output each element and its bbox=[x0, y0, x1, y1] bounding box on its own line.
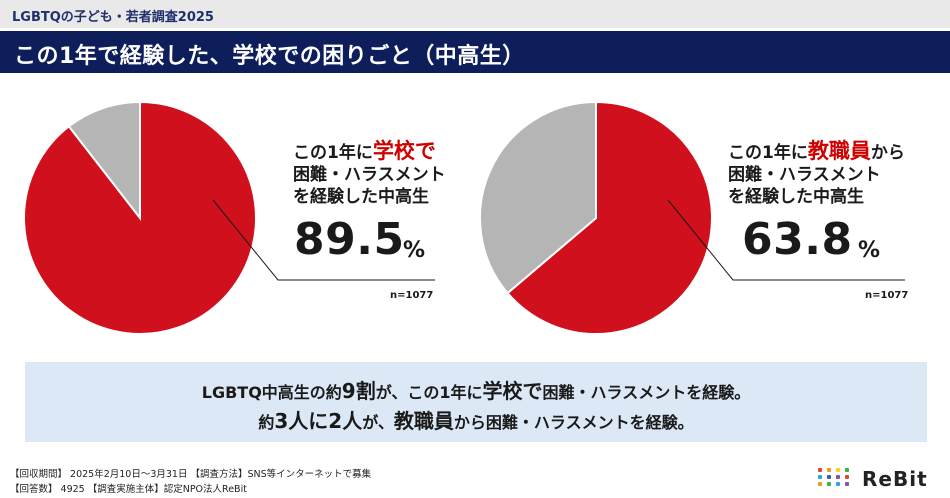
logo-dot bbox=[836, 468, 840, 472]
title-bar: この1年で経験した、学校での困りごと（中高生） bbox=[0, 31, 950, 73]
logo-dot bbox=[827, 475, 831, 479]
pie-1-slice-2 bbox=[67, 100, 141, 221]
callout-school-highlight: 学校で bbox=[372, 139, 436, 163]
callout-school-line1: この1年に学校で bbox=[293, 139, 436, 163]
value-school: 89.5 bbox=[294, 214, 405, 265]
pie-chart-school bbox=[23, 100, 257, 335]
logo-dot bbox=[836, 475, 840, 479]
logo-dot bbox=[845, 468, 849, 472]
summary-line-1: LGBTQ中高生の約9割が、この1年に学校で困難・ハラスメントを経験。 bbox=[201, 379, 751, 403]
rebit-logo: ReBit bbox=[818, 466, 942, 492]
leader-line-staff bbox=[667, 199, 905, 281]
callout-school-line3: を経験した中高生 bbox=[293, 187, 429, 207]
unit-staff: % bbox=[858, 238, 881, 263]
callout-staff-line3: を経験した中高生 bbox=[728, 187, 864, 207]
value-staff: 63.8 bbox=[742, 214, 853, 265]
logo-dots-icon bbox=[818, 468, 858, 488]
callout-staff-highlight: 教職員 bbox=[807, 139, 871, 163]
logo-dot bbox=[845, 482, 849, 486]
footer-line-2: 【回答数】 4925 【調査実施主体】認定NPO法人ReBit bbox=[10, 484, 247, 495]
survey-name: LGBTQの子ども・若者調査2025 bbox=[12, 10, 214, 25]
callout-staff-line1: この1年に教職員から bbox=[728, 139, 905, 163]
callout-staff-line2: 困難・ハラスメント bbox=[728, 165, 881, 185]
logo-dot bbox=[818, 475, 822, 479]
logo-dot bbox=[818, 468, 822, 472]
unit-school: % bbox=[403, 238, 426, 263]
summary-line-2: 約3人に2人が、教職員から困難・ハラスメントを経験。 bbox=[258, 409, 694, 433]
page-title: この1年で経験した、学校での困りごと（中高生） bbox=[14, 44, 525, 69]
callout-school-line2: 困難・ハラスメント bbox=[293, 165, 446, 185]
callout-staff: この1年に教職員から 困難・ハラスメント を経験した中高生 bbox=[728, 140, 905, 208]
pie-chart-staff bbox=[479, 100, 713, 335]
summary-box: LGBTQ中高生の約9割が、この1年に学校で困難・ハラスメントを経験。 約3人に… bbox=[25, 362, 927, 442]
n-label-school: n=1077 bbox=[390, 290, 434, 301]
n-label-staff: n=1077 bbox=[865, 290, 909, 301]
pie-2-slice-1 bbox=[506, 100, 713, 335]
top-bar: LGBTQの子ども・若者調査2025 bbox=[0, 0, 950, 28]
logo-text: ReBit bbox=[862, 467, 928, 491]
logo-dot bbox=[818, 482, 822, 486]
logo-dot bbox=[845, 475, 849, 479]
pie-2-slice-2 bbox=[479, 100, 597, 295]
logo-dot bbox=[827, 468, 831, 472]
leader-line-school bbox=[212, 199, 435, 281]
logo-dot bbox=[836, 482, 840, 486]
logo-dot bbox=[827, 482, 831, 486]
callout-school: この1年に学校で 困難・ハラスメント を経験した中高生 bbox=[293, 140, 446, 208]
footer-line-1: 【回収期間】 2025年2月10日～3月31日 【調査方法】SNS等インターネッ… bbox=[10, 469, 372, 480]
